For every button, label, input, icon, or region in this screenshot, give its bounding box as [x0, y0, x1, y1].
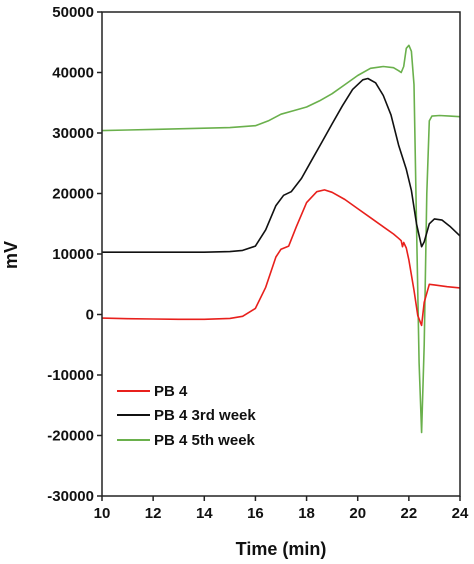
x-tick-label: 24 — [452, 505, 469, 522]
y-tick-label: -20000 — [47, 428, 94, 445]
x-tick-label: 16 — [247, 505, 264, 522]
x-axis-ticks: 10 12 14 16 18 20 22 24 — [94, 496, 469, 522]
legend-label-pb4-5th-week: PB 4 5th week — [154, 432, 256, 449]
plot-lines — [101, 44, 461, 434]
y-tick-label: 50000 — [52, 4, 94, 21]
plot-frame — [101, 11, 461, 497]
x-tick-label: 14 — [196, 505, 213, 522]
y-tick-label: 10000 — [52, 246, 94, 263]
series-line-pb4-5th-week — [101, 44, 461, 434]
y-tick-label: -10000 — [47, 367, 94, 384]
legend: PB 4 PB 4 3rd week PB 4 5th week — [117, 383, 256, 449]
x-tick-label: 10 — [94, 505, 111, 522]
x-tick-label: 18 — [298, 505, 315, 522]
x-tick-label: 22 — [401, 505, 418, 522]
x-tick-label: 20 — [349, 505, 366, 522]
y-tick-label: -30000 — [47, 488, 94, 505]
y-tick-label: 0 — [86, 307, 94, 324]
y-tick-label: 20000 — [52, 186, 94, 203]
x-tick-label: 12 — [145, 505, 162, 522]
legend-label-pb4-3rd-week: PB 4 3rd week — [154, 407, 256, 424]
legend-label-pb4: PB 4 — [154, 383, 188, 400]
x-axis-title: Time (min) — [236, 539, 327, 559]
y-tick-label: 40000 — [52, 65, 94, 82]
y-tick-label: 30000 — [52, 125, 94, 142]
y-axis-ticks: -30000 -20000 -10000 0 10000 20000 30000 40000 5… — [47, 4, 102, 505]
y-axis-title: mV — [1, 241, 21, 269]
series-line-pb4-3rd-week — [102, 77, 461, 253]
series-line-pb4 — [101, 189, 461, 327]
